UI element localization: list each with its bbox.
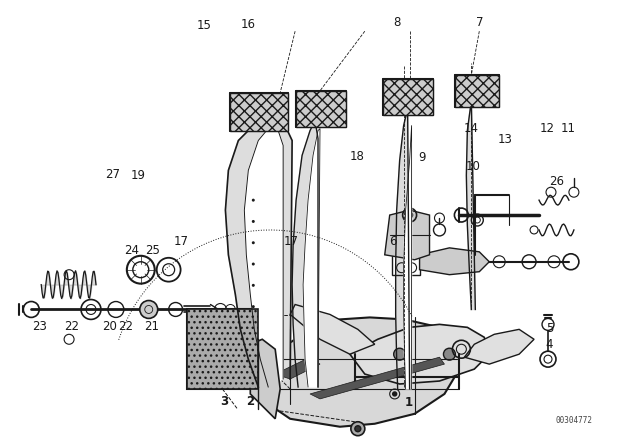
Text: 12: 12 — [540, 122, 554, 135]
Polygon shape — [467, 101, 476, 310]
Circle shape — [252, 241, 255, 244]
Text: 15: 15 — [196, 19, 211, 32]
Text: 10: 10 — [465, 159, 481, 172]
Polygon shape — [292, 121, 318, 387]
Polygon shape — [259, 318, 460, 427]
Bar — [187, 310, 259, 389]
Text: 8: 8 — [393, 16, 400, 29]
Circle shape — [444, 348, 456, 360]
Text: 5: 5 — [546, 322, 553, 335]
Ellipse shape — [198, 319, 247, 379]
Polygon shape — [275, 357, 320, 379]
Polygon shape — [350, 324, 489, 384]
Polygon shape — [225, 123, 292, 387]
Text: 20: 20 — [102, 320, 117, 333]
Text: 18: 18 — [349, 150, 364, 163]
Polygon shape — [385, 210, 429, 260]
Text: 19: 19 — [131, 168, 146, 181]
Polygon shape — [250, 339, 280, 419]
Circle shape — [252, 348, 255, 351]
Bar — [187, 310, 259, 389]
Polygon shape — [420, 248, 489, 275]
Text: 3: 3 — [220, 395, 228, 408]
Text: 26: 26 — [550, 175, 564, 188]
Polygon shape — [310, 357, 444, 399]
Text: 17: 17 — [173, 235, 189, 248]
Bar — [230, 93, 288, 130]
Circle shape — [252, 198, 255, 202]
Circle shape — [406, 212, 413, 218]
Circle shape — [252, 284, 255, 287]
Text: 24: 24 — [125, 244, 140, 257]
Text: 11: 11 — [561, 122, 576, 135]
Text: 7: 7 — [476, 16, 483, 29]
Circle shape — [393, 392, 397, 396]
Bar — [383, 79, 433, 115]
Polygon shape — [465, 329, 534, 364]
Polygon shape — [244, 129, 283, 387]
Circle shape — [351, 422, 365, 435]
Text: 23: 23 — [32, 320, 47, 333]
Text: 25: 25 — [146, 244, 161, 257]
Bar — [392, 255, 420, 275]
Text: 9: 9 — [418, 151, 426, 164]
Circle shape — [394, 348, 406, 360]
Text: 6: 6 — [390, 235, 397, 248]
Circle shape — [252, 327, 255, 329]
Text: 4: 4 — [546, 338, 553, 351]
Circle shape — [252, 220, 255, 223]
Circle shape — [252, 305, 255, 308]
Circle shape — [355, 426, 361, 432]
Text: 22: 22 — [118, 320, 133, 333]
Bar — [456, 75, 499, 107]
Polygon shape — [396, 109, 410, 389]
Polygon shape — [303, 129, 320, 387]
Circle shape — [198, 346, 204, 352]
Text: 22: 22 — [64, 320, 79, 333]
Circle shape — [216, 346, 221, 352]
Text: 17: 17 — [284, 235, 299, 248]
Text: 00304772: 00304772 — [556, 416, 593, 425]
Bar — [296, 91, 346, 127]
Circle shape — [140, 301, 157, 319]
Circle shape — [252, 263, 255, 266]
Text: 16: 16 — [241, 18, 256, 31]
Text: 14: 14 — [463, 122, 479, 135]
Text: 13: 13 — [497, 133, 512, 146]
Polygon shape — [404, 125, 412, 389]
Text: 27: 27 — [106, 168, 120, 181]
Text: 1: 1 — [405, 396, 413, 409]
Polygon shape — [290, 305, 375, 354]
Text: 2: 2 — [246, 395, 254, 408]
Text: 21: 21 — [143, 320, 159, 333]
